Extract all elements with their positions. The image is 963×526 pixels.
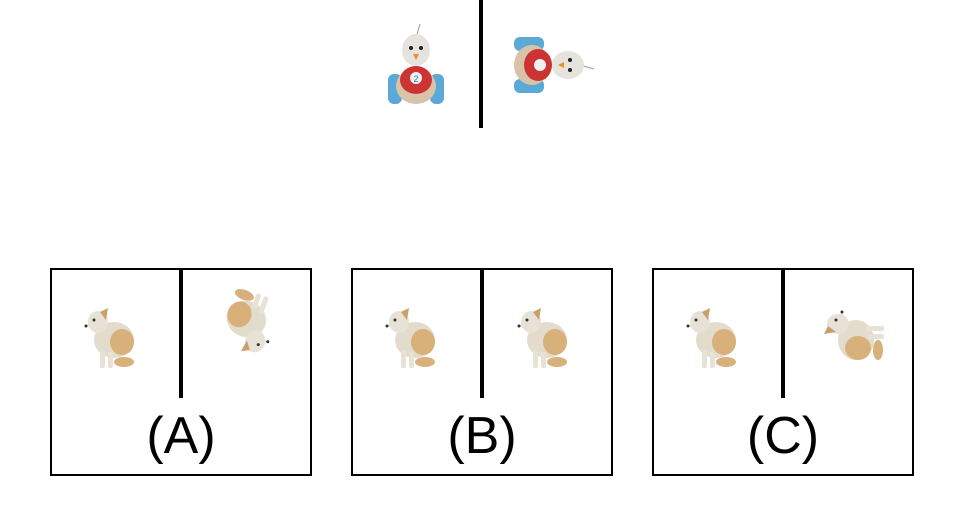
option-a-label: (A): [146, 407, 216, 465]
dog-rotated-90-image: [810, 306, 890, 366]
option-b-box[interactable]: (B): [351, 268, 613, 476]
svg-text:2: 2: [413, 74, 418, 84]
dog-sitting-image: [682, 296, 742, 372]
toy-bird-car-rotated-image: [508, 34, 598, 96]
example-pair: 2: [370, 0, 610, 130]
option-a-divider: [179, 270, 183, 398]
dog-sitting-image: [80, 296, 140, 372]
option-c-divider: [781, 270, 785, 398]
example-divider: [479, 0, 483, 128]
option-b-divider: [480, 270, 484, 398]
dog-sitting-image: [513, 296, 573, 372]
option-b-label: (B): [447, 407, 517, 465]
dog-sitting-image: [381, 296, 441, 372]
dog-rotated-180-image: [210, 285, 286, 360]
toy-bird-car-upright-image: 2: [384, 20, 448, 110]
option-c-label: (C): [746, 407, 820, 465]
option-a-box[interactable]: (A): [50, 268, 312, 476]
option-c-box[interactable]: (C): [652, 268, 914, 476]
